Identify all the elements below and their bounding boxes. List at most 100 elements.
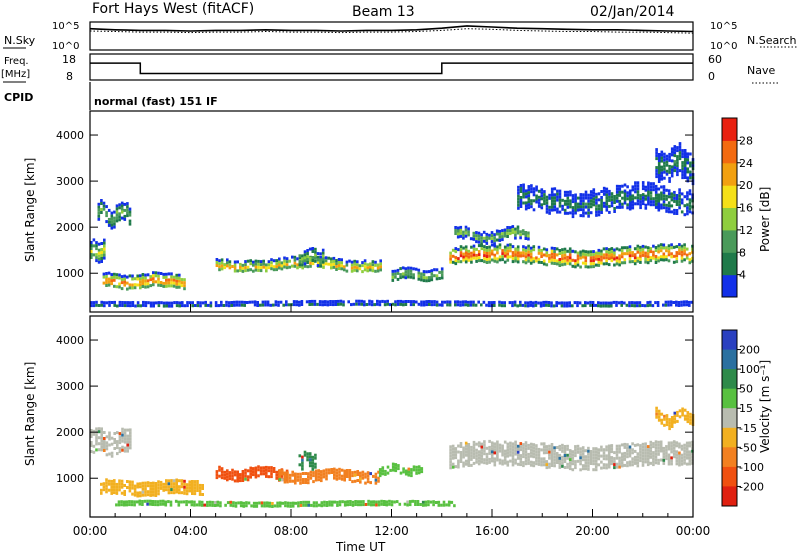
heatmap-cell xyxy=(490,441,494,445)
heatmap-cell xyxy=(100,199,103,202)
heatmap-cell xyxy=(309,264,312,268)
heatmap-cell xyxy=(686,197,689,201)
heatmap-cell xyxy=(298,265,302,269)
heatmap-cell xyxy=(110,479,113,483)
heatmap-cell xyxy=(126,440,129,444)
heatmap-cell xyxy=(253,303,257,307)
heatmap-cell xyxy=(116,446,119,450)
heatmap-cell xyxy=(680,210,684,214)
heatmap-cell xyxy=(668,176,671,180)
heatmap-cell xyxy=(449,254,452,258)
heatmap-cell xyxy=(610,301,613,305)
heatmap-cell xyxy=(568,304,571,308)
heatmap-cell xyxy=(454,453,458,457)
heatmap-cell xyxy=(399,267,402,271)
heatmap-cell xyxy=(384,469,387,473)
heatmap-cell xyxy=(591,304,595,307)
heatmap-cell xyxy=(170,281,173,285)
heatmap-cell xyxy=(602,262,606,266)
heatmap-cell xyxy=(673,154,677,158)
heatmap-cell xyxy=(165,485,168,489)
heatmap-cell xyxy=(379,259,382,263)
heatmap-cell xyxy=(626,203,629,207)
heatmap-cell xyxy=(260,504,264,508)
heatmap-cell xyxy=(404,270,408,274)
heatmap-cell xyxy=(246,259,250,263)
heatmap-cell xyxy=(257,468,260,472)
heatmap-cell xyxy=(655,169,658,173)
heatmap-cell xyxy=(652,457,655,461)
heatmap-cell xyxy=(532,452,536,456)
heatmap-cell xyxy=(363,259,367,263)
heatmap-cell xyxy=(483,254,486,258)
heatmap-cell xyxy=(537,248,541,252)
heatmap-cell xyxy=(407,470,411,474)
heatmap-cell xyxy=(470,251,473,255)
heatmap-cell xyxy=(634,190,637,194)
heatmap-cell xyxy=(566,465,569,469)
heatmap-cell xyxy=(550,258,554,262)
heatmap-cell xyxy=(345,260,349,264)
heatmap-cell xyxy=(506,460,510,464)
heatmap-cell xyxy=(243,303,246,307)
heatmap-cell xyxy=(404,303,408,306)
heatmap-cell xyxy=(513,300,517,304)
heatmap-cell xyxy=(641,247,645,251)
heatmap-cell xyxy=(167,281,171,285)
heatmap-cell xyxy=(368,299,371,303)
heatmap-cell xyxy=(196,480,199,483)
heatmap-cell xyxy=(641,193,645,197)
heatmap-cell xyxy=(361,470,365,474)
heatmap-cell xyxy=(605,205,609,209)
heatmap-cell xyxy=(425,270,428,274)
heatmap-cell xyxy=(270,475,273,479)
heatmap-cell xyxy=(686,170,690,174)
heatmap-cell xyxy=(649,461,653,465)
heatmap-cell xyxy=(644,454,647,458)
heatmap-cell xyxy=(503,260,507,264)
heatmap-cell xyxy=(241,263,245,267)
heatmap-cell xyxy=(519,303,522,307)
heatmap-cell xyxy=(149,275,152,279)
heatmap-cell xyxy=(550,461,554,464)
heatmap-cell xyxy=(595,198,598,202)
heatmap-cell xyxy=(120,204,124,208)
heatmap-cell xyxy=(631,442,634,446)
heatmap-cell xyxy=(351,500,355,504)
heatmap-cell xyxy=(498,258,502,262)
heatmap-cell xyxy=(435,274,439,278)
heatmap-cell xyxy=(568,452,572,456)
heatmap-cell xyxy=(553,247,556,250)
heatmap-cell xyxy=(456,235,460,239)
heatmap-cell xyxy=(218,265,221,269)
heatmap-cell xyxy=(501,255,504,259)
heatmap-cell xyxy=(659,458,663,462)
heatmap-cell xyxy=(545,251,549,255)
heatmap-cell xyxy=(136,301,140,305)
heatmap-cell xyxy=(678,142,682,146)
heatmap-cell xyxy=(121,436,124,440)
heatmap-cell xyxy=(353,259,356,263)
heatmap-cell xyxy=(272,303,275,307)
heatmap-cell xyxy=(595,213,598,217)
heatmap-cell xyxy=(422,276,426,280)
heatmap-cell xyxy=(493,239,496,243)
heatmap-cell xyxy=(136,491,139,495)
heatmap-cell xyxy=(506,229,509,232)
heatmap-cell xyxy=(615,450,619,454)
heatmap-cell xyxy=(249,262,252,266)
heatmap-cell xyxy=(136,482,139,486)
heatmap-cell xyxy=(663,176,666,180)
heatmap-cell xyxy=(639,456,642,460)
heatmap-cell xyxy=(529,454,533,458)
heatmap-cell xyxy=(535,453,538,457)
heatmap-cell xyxy=(667,456,671,460)
heatmap-cell xyxy=(483,452,486,456)
ytick-label: 3000 xyxy=(56,380,84,393)
heatmap-cell xyxy=(660,191,663,195)
heatmap-cell xyxy=(228,263,232,267)
heatmap-cell xyxy=(262,466,265,470)
heatmap-cell xyxy=(480,247,484,251)
heatmap-cell xyxy=(483,257,486,261)
heatmap-cell xyxy=(555,458,559,461)
